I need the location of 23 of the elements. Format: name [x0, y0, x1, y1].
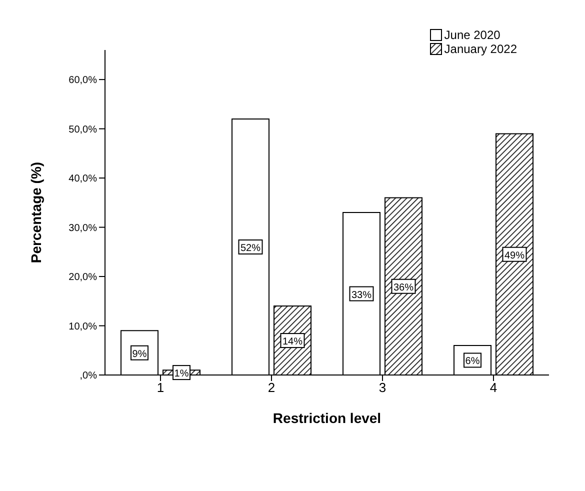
- legend-label: January 2022: [444, 42, 517, 56]
- y-tick-label: 30,0%: [68, 222, 98, 234]
- x-tick-label: 2: [268, 380, 276, 396]
- data-label: 6%: [465, 356, 480, 368]
- y-tick-label: 50,0%: [68, 124, 98, 136]
- data-label: 33%: [351, 290, 372, 301]
- y-tick-label: 20,0%: [68, 272, 98, 284]
- data-label: 1%: [174, 368, 189, 380]
- data-label: 49%: [504, 250, 525, 262]
- x-tick-label: 1: [156, 380, 164, 396]
- x-tick-label: 3: [378, 380, 386, 396]
- data-label: 9%: [132, 348, 147, 360]
- data-label: 36%: [393, 282, 414, 294]
- y-tick-label: ,0%: [80, 370, 98, 382]
- y-tick-label: 60,0%: [68, 75, 98, 86]
- x-tick-label: 4: [490, 380, 498, 396]
- legend-label: June 2020: [444, 28, 500, 42]
- y-axis-title: Percentage (%): [28, 162, 44, 264]
- x-axis-title: Restriction level: [272, 410, 382, 426]
- data-label: 14%: [282, 336, 303, 348]
- data-label: 52%: [240, 242, 261, 254]
- y-tick-label: 40,0%: [68, 174, 98, 185]
- y-tick-label: 10,0%: [68, 321, 98, 332]
